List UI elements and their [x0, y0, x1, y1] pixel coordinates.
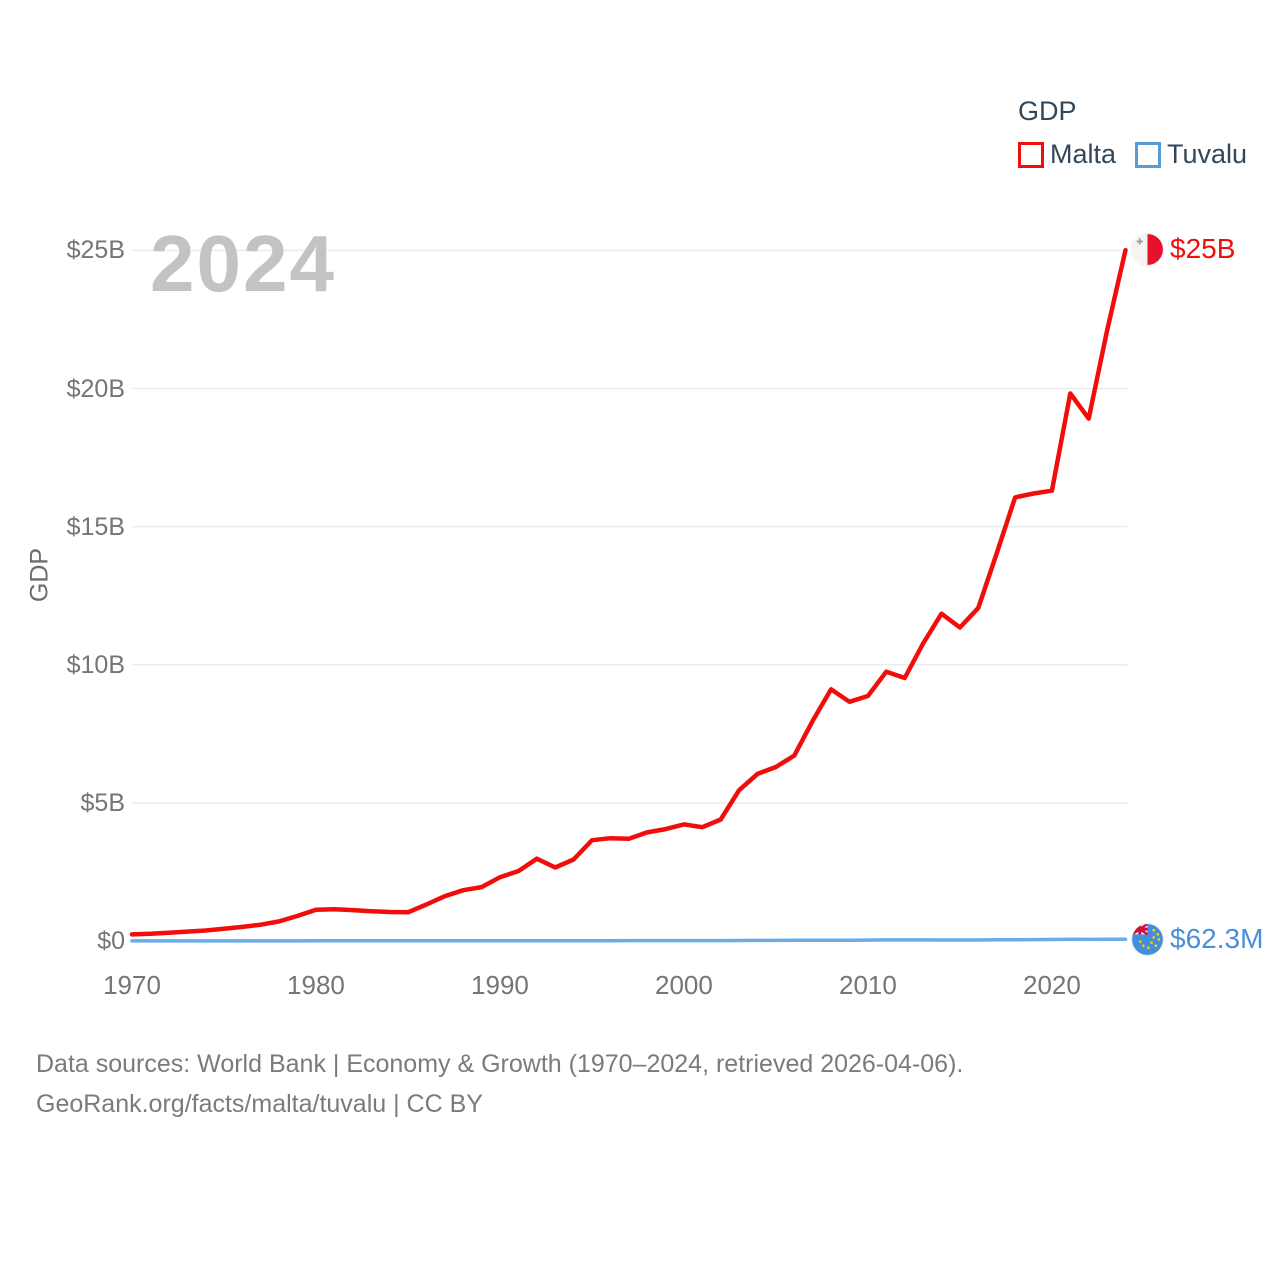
tuvalu-swatch-icon — [1135, 141, 1162, 168]
x-tick-label: 1980 — [287, 970, 345, 1000]
malta-flag-icon — [1132, 233, 1163, 265]
y-tick-label: $15B — [66, 512, 125, 541]
x-tick-label: 2000 — [655, 970, 713, 1000]
y-tick-label: $20B — [66, 374, 125, 403]
gridlines — [132, 249, 1128, 804]
legend-item-malta[interactable]: Malta — [1018, 139, 1116, 170]
footer: Data sources: World Bank | Economy & Gro… — [36, 1044, 963, 1124]
legend: GDP Malta Tuvalu — [1018, 96, 1247, 170]
year-watermark: 2024 — [150, 219, 336, 308]
legend-label-malta: Malta — [1050, 139, 1117, 169]
x-tick-label: 2020 — [1022, 970, 1081, 1000]
y-tick-label: $5B — [80, 788, 125, 817]
footer-attribution-line: GeoRank.org/facts/malta/tuvalu | CC BY — [36, 1090, 483, 1118]
y-axis-title: GDP — [25, 547, 54, 603]
tuvalu-series-line[interactable] — [130, 937, 1128, 943]
malta-end-value: $25B — [1170, 233, 1236, 264]
legend-title: GDP — [1018, 96, 1077, 126]
tuvalu-end-label: $62.3M — [1132, 923, 1263, 955]
x-tick-label: 1970 — [103, 970, 161, 1000]
tuvalu-flag-icon — [1132, 923, 1163, 955]
malta-swatch-icon — [1018, 141, 1044, 168]
malta-series-line[interactable] — [129, 247, 1128, 937]
x-tick-label: 1990 — [471, 970, 529, 1000]
malta-end-label: $25B — [1132, 233, 1235, 265]
y-tick-label: $10B — [66, 650, 125, 679]
y-tick-label: $25B — [66, 236, 125, 265]
footer-sources-line: Data sources: World Bank | Economy & Gro… — [36, 1050, 964, 1078]
x-tick-label: 2010 — [839, 970, 897, 1000]
legend-label-tuvalu: Tuvalu — [1167, 139, 1248, 169]
legend-item-tuvalu[interactable]: Tuvalu — [1135, 139, 1247, 170]
y-tick-label: $0 — [97, 927, 125, 955]
tuvalu-end-value: $62.3M — [1170, 923, 1264, 954]
